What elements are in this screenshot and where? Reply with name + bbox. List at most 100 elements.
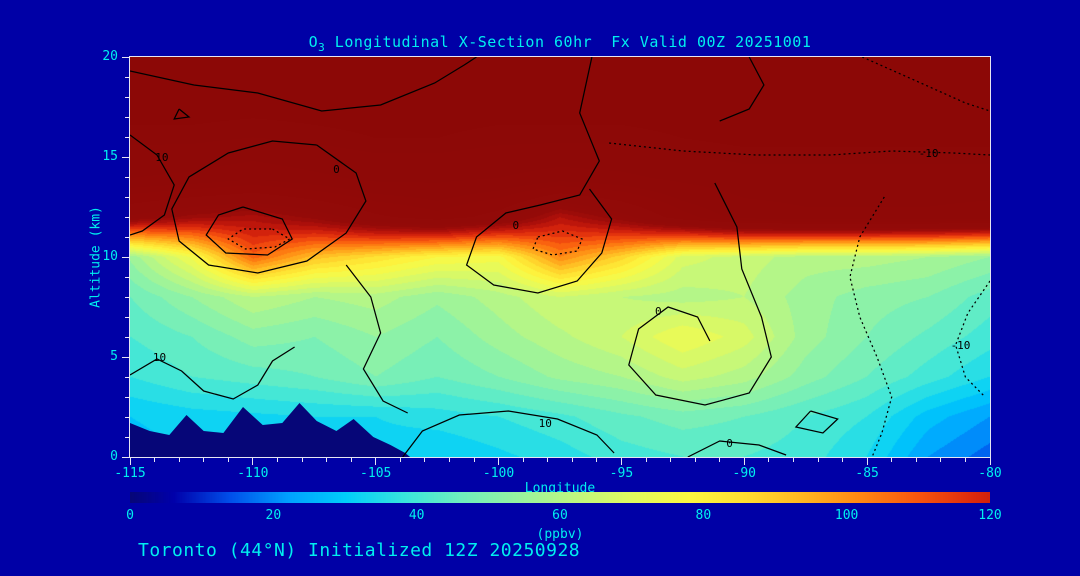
x-tick-label: -90 <box>732 466 757 481</box>
y-minor-tick <box>125 216 129 218</box>
x-tick-mark <box>252 458 254 465</box>
contour-line-unlabeled <box>532 230 583 256</box>
y-tick-mark <box>122 256 129 258</box>
x-tick-mark <box>866 458 868 465</box>
x-tick-label: -105 <box>360 466 392 481</box>
y-minor-tick <box>125 116 129 118</box>
x-minor-tick <box>399 458 401 462</box>
x-tick-label: -85 <box>855 466 879 481</box>
colorbar-tick-label: 120 <box>978 508 1002 523</box>
contour-label: 0 <box>333 163 340 176</box>
x-minor-tick <box>694 458 696 462</box>
contour-line-unlabeled <box>205 206 294 256</box>
x-tick-mark <box>129 458 131 465</box>
y-minor-tick <box>125 316 129 318</box>
contour-line-10 <box>130 346 295 400</box>
x-minor-tick <box>448 458 450 462</box>
contour-line--10 <box>609 142 990 156</box>
y-minor-tick <box>125 196 129 198</box>
x-tick-label: -110 <box>237 466 269 481</box>
y-minor-tick <box>125 416 129 418</box>
x-minor-tick <box>964 458 966 462</box>
y-tick-label: 10 <box>102 249 118 264</box>
x-tick-label: -115 <box>114 466 146 481</box>
contour-label: 0 <box>726 437 733 450</box>
y-tick-label: 0 <box>110 449 118 464</box>
y-minor-tick <box>125 336 129 338</box>
x-minor-tick <box>326 458 328 462</box>
x-tick-label: -100 <box>482 466 515 481</box>
x-minor-tick <box>473 458 475 462</box>
colorbar-tick-label: 100 <box>834 508 859 523</box>
y-minor-tick <box>125 376 129 378</box>
contour-line-0 <box>465 57 613 294</box>
x-tick-mark <box>743 458 745 465</box>
y-minor-tick <box>125 176 129 178</box>
contour-label: 10 <box>155 151 168 164</box>
contour-line-unlabeled <box>227 228 291 250</box>
x-tick-label: -95 <box>609 466 634 481</box>
title-text: Longitudinal X-Section 60hr Fx Valid 00Z… <box>325 33 812 51</box>
contour-line-unlabeled <box>794 410 839 434</box>
y-tick-mark <box>122 356 129 358</box>
y-minor-tick <box>125 436 129 438</box>
y-minor-tick <box>125 136 129 138</box>
contour-line-unlabeled <box>345 264 408 414</box>
x-minor-tick <box>719 458 721 462</box>
x-minor-tick <box>547 458 549 462</box>
colorbar-tick-label: 0 <box>126 508 134 523</box>
contour-label: 0 <box>655 305 662 318</box>
terrain-silhouette <box>130 403 411 457</box>
colorbar-tick-label: 60 <box>552 508 568 523</box>
x-minor-tick <box>596 458 598 462</box>
y-minor-tick <box>125 276 129 278</box>
x-minor-tick <box>891 458 893 462</box>
x-minor-tick <box>522 458 524 462</box>
contour-label: -10 <box>919 147 939 160</box>
contour-line-10 <box>130 134 175 236</box>
y-tick-mark <box>122 456 129 458</box>
contour-overlay: 0 10 0 0 0 10 10 -10 -10 <box>130 57 990 457</box>
colorbar-units-label: (ppbv) <box>536 527 584 542</box>
x-minor-tick <box>227 458 229 462</box>
x-minor-tick <box>940 458 942 462</box>
contour-line--10 <box>954 280 990 398</box>
contour-line-0 <box>687 440 787 457</box>
x-minor-tick <box>350 458 352 462</box>
y-tick-mark <box>122 156 129 158</box>
y-minor-tick <box>125 76 129 78</box>
x-tick-mark <box>375 458 377 465</box>
contour-line-unlabeled <box>173 108 191 120</box>
colorbar-tick-label: 40 <box>408 508 425 523</box>
contour-line-unlabeled <box>130 57 477 112</box>
x-minor-tick <box>154 458 156 462</box>
x-minor-tick <box>670 458 672 462</box>
contour-label: -10 <box>951 339 971 352</box>
x-minor-tick <box>915 458 917 462</box>
contour-label: 10 <box>539 417 552 430</box>
y-tick-label: 15 <box>102 149 118 164</box>
y-tick-label: 20 <box>102 49 118 64</box>
footer-run-info: Toronto (44°N) Initialized 12Z 20250928 <box>138 540 581 561</box>
x-minor-tick <box>842 458 844 462</box>
colorbar <box>130 492 990 503</box>
chart-title: O3 Longitudinal X-Section 60hr Fx Valid … <box>130 33 990 54</box>
y-minor-tick <box>125 396 129 398</box>
x-tick-mark <box>498 458 500 465</box>
contour-line-unlabeled <box>719 57 765 122</box>
contour-line-0 <box>628 182 772 406</box>
x-tick-label: -80 <box>978 466 1002 481</box>
x-minor-tick <box>276 458 278 462</box>
title-species: O <box>308 33 319 51</box>
x-minor-tick <box>424 458 426 462</box>
x-minor-tick <box>178 458 180 462</box>
contour-line-unlabeled <box>849 196 893 457</box>
y-tick-mark <box>122 56 129 58</box>
contour-line-0 <box>171 140 367 274</box>
x-minor-tick <box>301 458 303 462</box>
x-minor-tick <box>203 458 205 462</box>
colorbar-tick-label: 80 <box>695 508 712 523</box>
y-minor-tick <box>125 236 129 238</box>
title-species-subscript: 3 <box>318 41 326 54</box>
y-minor-tick <box>125 296 129 298</box>
